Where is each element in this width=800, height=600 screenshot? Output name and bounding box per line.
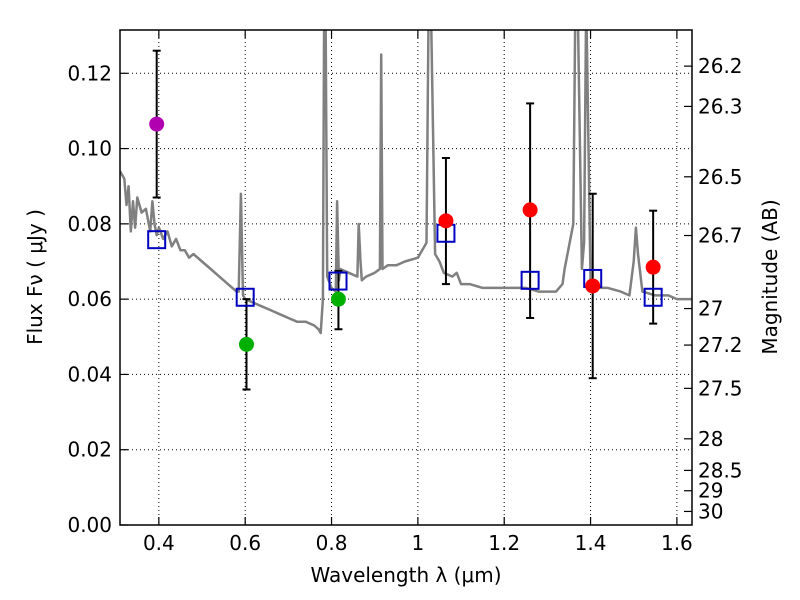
observed-flux-point (522, 202, 538, 218)
mag-tick-label: 26.3 (698, 94, 743, 118)
y-tick-label: 0.04 (67, 362, 112, 386)
spectrum-line (120, 30, 692, 335)
x-axis-title: Wavelength λ (μm) (310, 563, 501, 587)
model-flux-square (328, 271, 348, 291)
y-tick-label: 0.06 (67, 287, 112, 311)
model-flux-square (235, 287, 255, 307)
x-tick-label: 1.4 (575, 531, 607, 555)
model-flux-square (147, 230, 167, 250)
x-tick-label: 0.4 (143, 531, 175, 555)
mag-tick-label: 27 (698, 297, 723, 321)
y2-axis-title: Magnitude (AB) (758, 199, 782, 354)
mag-tick-label: 29 (698, 479, 723, 503)
mag-tick-label: 28.5 (698, 458, 743, 482)
y-tick-label: 0.08 (67, 212, 112, 236)
mag-tick-label: 26.5 (698, 165, 743, 189)
model-flux-square (643, 287, 663, 307)
mag-tick-label: 28 (698, 427, 723, 451)
plot-frame (119, 29, 693, 526)
model-flux-square (520, 270, 540, 290)
y-tick-label: 0.10 (67, 137, 112, 161)
y-axis-title: Flux Fν ( μJy ) (23, 209, 47, 345)
x-tick-label: 1.2 (488, 531, 520, 555)
x-tick-label: 1.6 (661, 531, 693, 555)
observed-flux-point (238, 336, 254, 352)
mag-tick-label: 30 (698, 499, 723, 523)
x-tick-label: 0.8 (316, 531, 348, 555)
observed-flux-point (585, 278, 601, 294)
y-tick-label: 0.12 (67, 61, 112, 85)
mag-tick-label: 27.2 (698, 333, 743, 357)
y-tick-label: 0.02 (67, 438, 112, 462)
mag-tick-label: 27.5 (698, 376, 743, 400)
mag-tick-label: 26.2 (698, 54, 743, 78)
observed-flux-point (438, 213, 454, 229)
observed-flux-point (330, 291, 346, 307)
axes: 0.4 0.6 0.8 1 1.2 1.4 1.6 0.00 0.02 0.04 0.06 0.08 0… (67, 29, 743, 555)
mag-tick-label: 26.7 (698, 224, 743, 248)
x-tick-label: 1 (412, 531, 425, 555)
plot-area (120, 30, 692, 391)
grid-lines (120, 30, 692, 526)
x-tick-label: 0.6 (229, 531, 261, 555)
observed-flux-point (149, 116, 165, 132)
observed-flux-point (645, 259, 661, 275)
y-tick-label: 0.00 (67, 513, 112, 537)
